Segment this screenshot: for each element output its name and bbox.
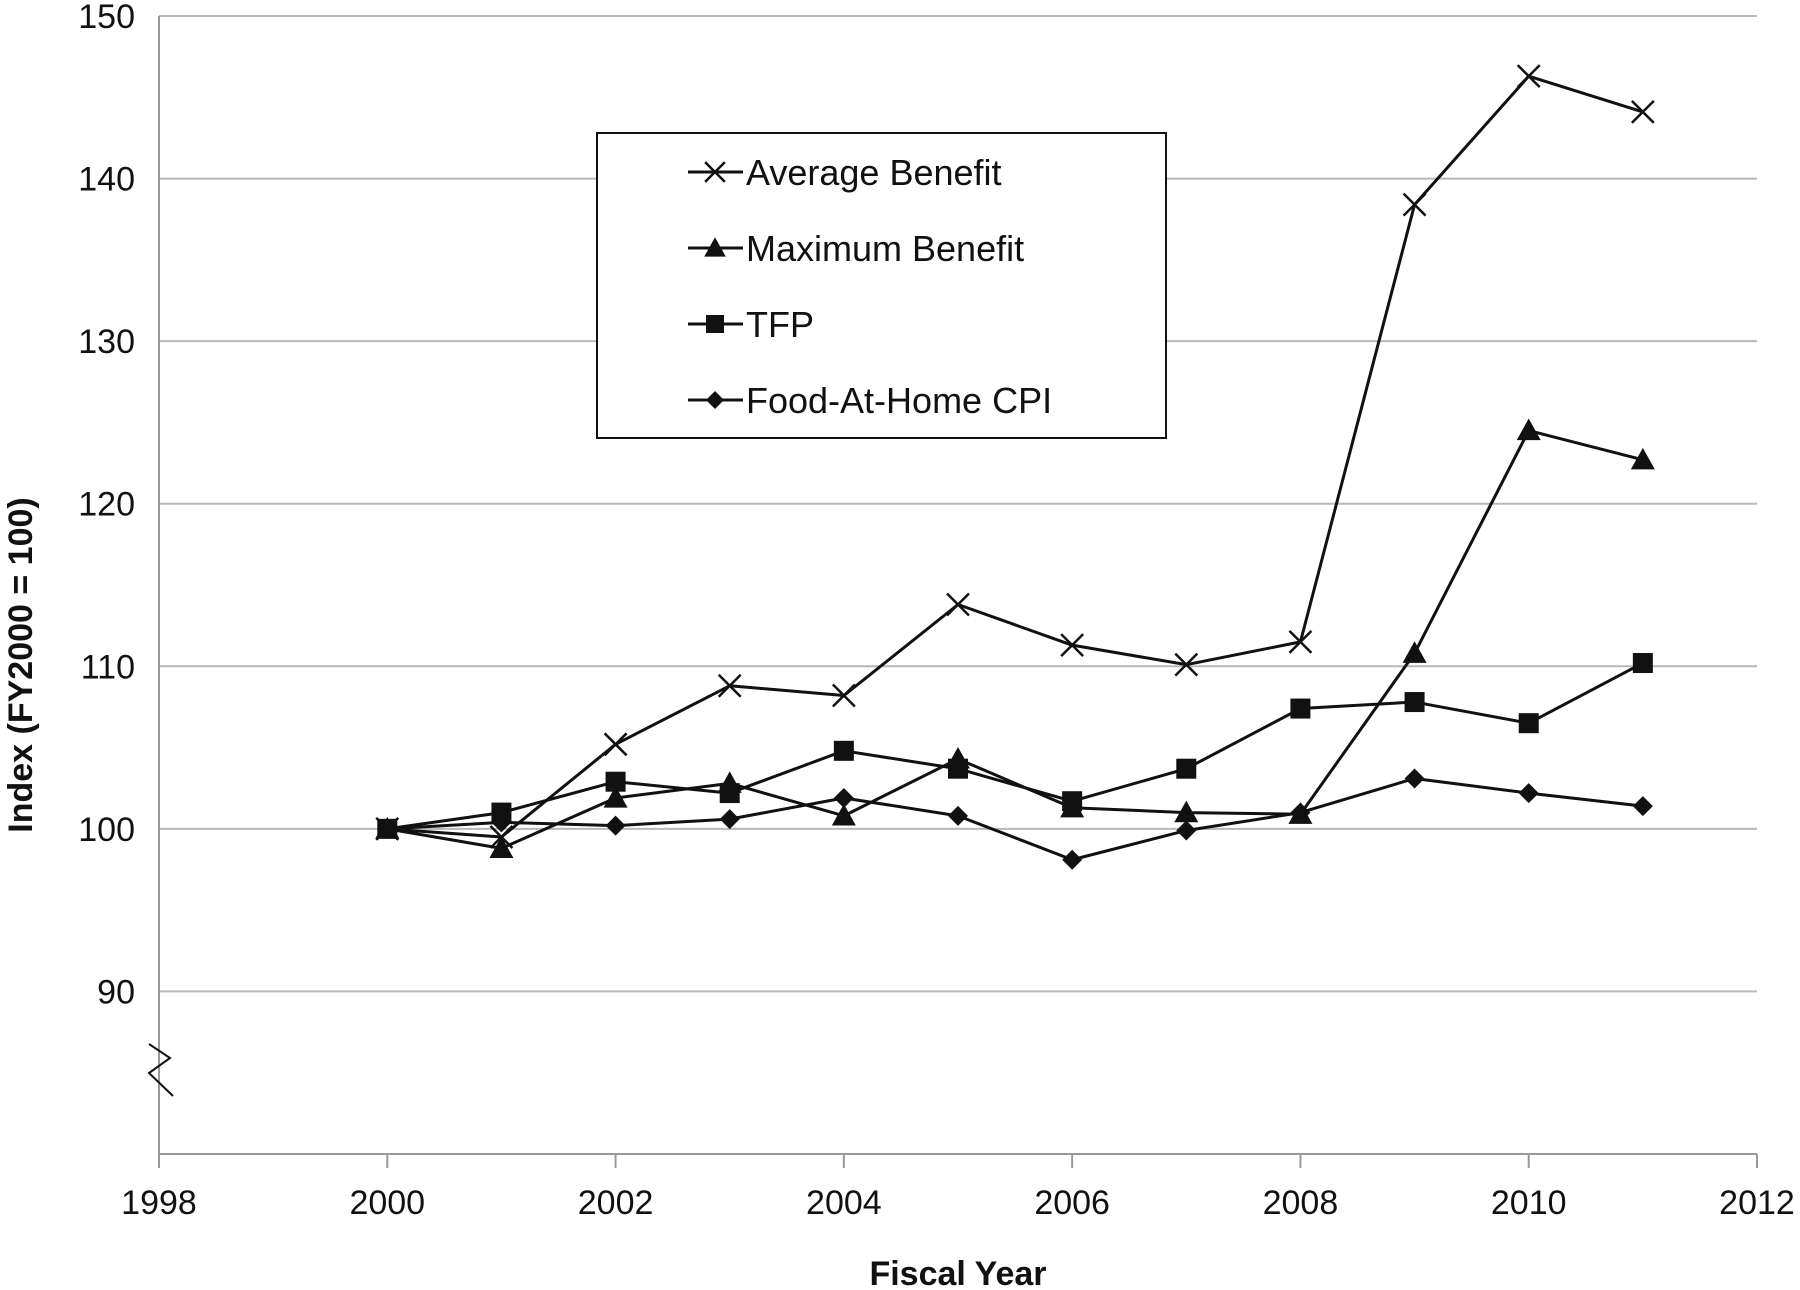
data-point: [1288, 630, 1313, 654]
data-point: [603, 785, 628, 808]
legend-marker-icon: [704, 237, 726, 257]
legend: Average Benefit Maximum Benefit TFP Food-At…: [596, 132, 1167, 439]
data-point: [948, 758, 968, 779]
data-point: [1630, 447, 1655, 470]
legend-marker-icon: [706, 315, 724, 333]
x-tick-label: 1998: [121, 1184, 197, 1222]
data-point: [831, 803, 856, 826]
y-tick-label: 110: [81, 648, 135, 686]
data-point: [719, 809, 740, 830]
series-line: [387, 776, 1644, 862]
x-tick-label: 2006: [1034, 1184, 1110, 1222]
y-tick-label: 150: [78, 0, 135, 36]
data-point: [1062, 791, 1083, 812]
data-point: [946, 592, 970, 617]
data-point: [719, 783, 740, 804]
data-point: [1176, 820, 1197, 841]
legend-marker-icon: [704, 161, 726, 183]
data-point: [1290, 698, 1311, 719]
data-point: [1402, 641, 1427, 663]
x-tick-labels: 1998 2000 2002 2004 2006 2008 2010 2012: [121, 1184, 1795, 1222]
data-point: [1176, 758, 1197, 779]
x-tick-label: 2008: [1263, 1184, 1339, 1222]
data-point: [605, 771, 626, 792]
x-axis-title: Fiscal Year: [869, 1255, 1046, 1290]
data-point: [1632, 796, 1653, 817]
data-point: [377, 818, 398, 839]
x-tick-label: 2010: [1491, 1184, 1567, 1222]
series-layer: [375, 64, 1655, 870]
data-point: [491, 812, 512, 833]
legend-marker-icon: [706, 391, 724, 409]
data-point: [1516, 64, 1541, 89]
data-point: [1518, 783, 1539, 804]
legend-entry-label: Average Benefit: [746, 152, 1002, 193]
data-point: [1516, 418, 1541, 441]
data-point: [1404, 692, 1425, 713]
data-point: [717, 673, 742, 698]
x-tick-label: 2004: [806, 1184, 882, 1222]
data-point: [489, 836, 514, 858]
data-point: [1404, 768, 1425, 789]
axes: [147, 16, 1758, 1168]
legend-entry-label: TFP: [746, 304, 814, 345]
series-line: [387, 429, 1644, 850]
y-tick-labels: 90 100 110 120 130 140 150: [78, 0, 135, 1011]
data-point: [833, 740, 854, 761]
y-axis-title: Index (FY2000 = 100): [2, 497, 40, 832]
data-point: [1174, 652, 1199, 677]
data-point: [833, 787, 854, 808]
y-tick-label: 90: [97, 973, 135, 1011]
legend-entry-label: Maximum Benefit: [746, 228, 1024, 269]
data-point: [948, 805, 968, 826]
data-point: [831, 683, 856, 708]
x-tick-label: 2012: [1719, 1184, 1795, 1222]
series-tfp: [377, 653, 1653, 839]
y-tick-label: 120: [78, 486, 135, 524]
y-tick-label: 100: [78, 811, 135, 849]
data-point: [1174, 800, 1199, 823]
y-tick-label: 140: [78, 161, 135, 199]
y-tick-label: 130: [78, 323, 135, 361]
data-point: [1518, 713, 1539, 734]
data-point: [1062, 849, 1083, 870]
x-tick-label: 2000: [349, 1184, 425, 1222]
series-line: [387, 74, 1644, 839]
x-tick-label: 2002: [578, 1184, 654, 1222]
series-maximum-benefit: [375, 418, 1655, 858]
data-point: [605, 815, 626, 836]
series-line: [387, 661, 1644, 831]
data-point: [1632, 653, 1653, 674]
data-point: [1290, 802, 1311, 823]
series-average-benefit: [375, 64, 1655, 849]
data-point: [603, 732, 628, 757]
legend-entry-label: Food-At-Home CPI: [746, 380, 1052, 421]
axis-break-icon: [147, 1043, 174, 1097]
legend-box: [596, 132, 1167, 439]
data-point: [1630, 100, 1655, 124]
series-food-at-home-cpi: [377, 768, 1653, 870]
data-point: [1060, 633, 1085, 658]
data-point: [1402, 192, 1427, 217]
